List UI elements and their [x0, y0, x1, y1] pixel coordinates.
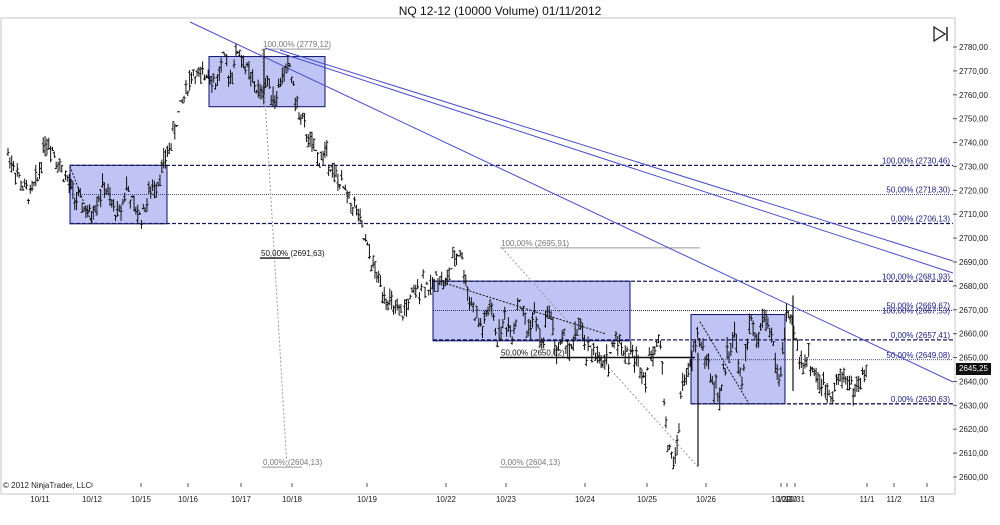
fib-level-label: 100,00% (2681,93) — [882, 272, 950, 281]
chart-title: NQ 12-12 (10000 Volume) 01/11/2012 — [398, 4, 602, 18]
x-tick-label: 11/1 — [860, 495, 876, 504]
x-tick-label: 11/2 — [887, 495, 903, 504]
y-tick-label: 2680,00 — [959, 282, 988, 291]
x-tick-label: 10/22 — [436, 495, 457, 504]
y-tick-label: 2630,00 — [959, 401, 988, 410]
x-tick-label: 11/3 — [920, 495, 936, 504]
x-tick-label: 10/16 — [178, 495, 199, 504]
y-tick-label: 2740,00 — [959, 139, 988, 148]
x-tick-label: 10/24 — [575, 495, 596, 504]
x-tick-label: 10/25 — [637, 495, 658, 504]
y-tick-label: 2610,00 — [959, 449, 988, 458]
retracement-bottom-label: 0,00% (2604,13) — [501, 458, 560, 467]
x-tick-label: 10/11 — [30, 495, 50, 504]
fib-level-label: 0,00% (2630,63) — [891, 395, 950, 404]
x-tick-label: 10/31 — [785, 495, 806, 504]
y-tick-label: 2660,00 — [959, 330, 988, 339]
fib-level-label: 50,00% (2649,08) — [886, 351, 950, 360]
retracement-diagonal[interactable] — [501, 247, 699, 468]
y-tick-label: 2600,00 — [959, 473, 988, 482]
play-to-end-icon[interactable] — [931, 26, 951, 42]
diagonal-dotted-line[interactable] — [699, 321, 751, 406]
fib-level-label: 0,00% (2706,13) — [891, 214, 950, 223]
x-tick-label: 10/19 — [357, 495, 378, 504]
fib-level-label: 50,00% (2718,30) — [886, 185, 950, 194]
x-tick-label: 10/17 — [231, 495, 252, 504]
y-tick-label: 2730,00 — [959, 162, 988, 171]
last-price-badge: 2645,25 — [956, 363, 991, 375]
x-tick-label: 10/26 — [696, 495, 717, 504]
fib-level-label: 0,00% (2657,41) — [891, 331, 950, 340]
y-tick-label: 2750,00 — [959, 115, 988, 124]
y-tick-label: 2780,00 — [959, 43, 988, 52]
x-tick-label: 10/29 — [771, 495, 792, 504]
retracement-top-label: 100,00% (2779,12) — [263, 40, 331, 49]
x-tick-label: 10/18 — [282, 495, 303, 504]
y-tick-label: 2640,00 — [959, 377, 988, 386]
y-tick-label: 2700,00 — [959, 234, 988, 243]
y-tick-label: 2650,00 — [959, 354, 988, 363]
y-tick-label: 2690,00 — [959, 258, 988, 267]
retracement-mid-label: 50,00% (2691,63) — [261, 249, 325, 258]
x-tick-label: 10/12 — [82, 495, 103, 504]
trend-line[interactable] — [279, 49, 954, 262]
y-tick-label: 2720,00 — [959, 186, 988, 195]
fib-level-label: 100,00% (2730,46) — [882, 156, 950, 165]
copyright-notice: © 2012 NinjaTrader, LLC — [3, 481, 92, 490]
retracement-top-label: 100,00% (2695,91) — [501, 239, 569, 248]
x-tick-label: 10/23 — [496, 495, 517, 504]
retracement-bottom-label: 0,00% (2604,13) — [263, 458, 322, 467]
y-tick-label: 2620,00 — [959, 425, 988, 434]
fib-overlay-label: 100,00% (2667,53) — [882, 307, 950, 316]
y-tick-label: 2710,00 — [959, 210, 988, 219]
y-tick-label: 2760,00 — [959, 91, 988, 100]
fib-level-label: 50,00% (2669,67) — [886, 302, 950, 311]
x-tick-label: 10/15 — [131, 495, 152, 504]
plot-frame — [0, 17, 956, 495]
x-tick-label: 10/30 — [777, 495, 798, 504]
y-tick-label: 2670,00 — [959, 306, 988, 315]
retracement-mid-label: 50,00% (2650,02) — [501, 349, 565, 358]
y-tick-label: 2770,00 — [959, 67, 988, 76]
trend-line[interactable] — [189, 21, 954, 383]
trend-line[interactable] — [264, 47, 954, 274]
